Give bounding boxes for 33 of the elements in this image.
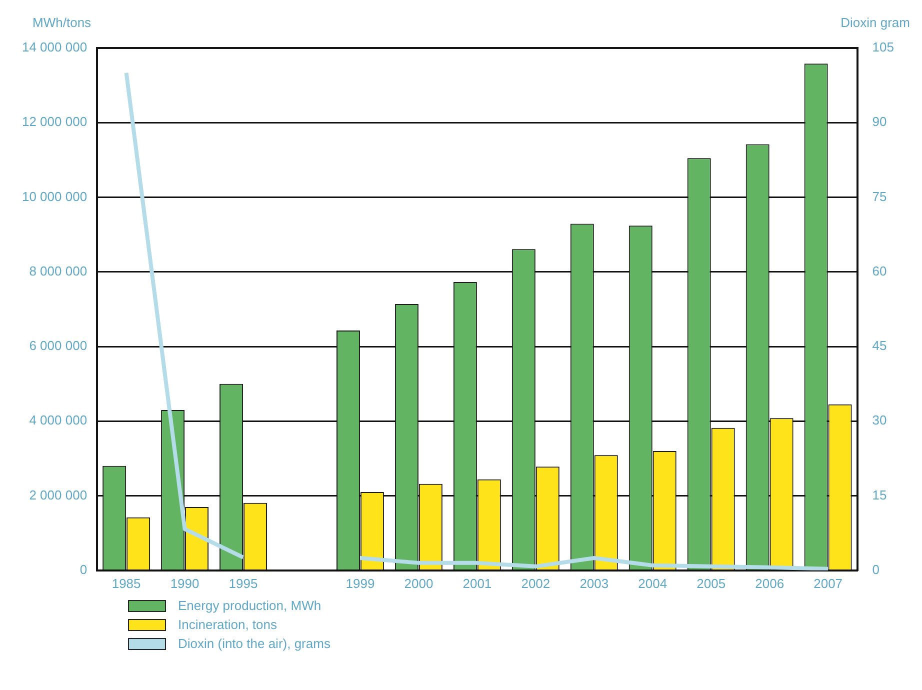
legend-label: Incineration, tons [178,617,278,632]
legend-label: Dioxin (into the air), grams [178,636,330,651]
y2-tick-label: 0 [872,562,880,577]
y-tick-label: 2 000 000 [29,487,88,502]
y-tick-label: 12 000 000 [22,114,88,130]
y-tick-label: 0 [80,562,88,577]
x-tick-label: 2001 [462,576,492,591]
y-tick-label: 10 000 000 [22,188,88,204]
x-tick-label: 2002 [521,576,550,591]
legend-label: Energy production, MWh [178,598,322,613]
y-tick-label: 6 000 000 [29,338,88,354]
x-tick-label: 2000 [404,576,434,591]
y-axis-title: MWh/tons [32,15,92,30]
x-tick-label: 2007 [814,576,843,591]
x-tick-label: 2006 [755,576,784,591]
y2-tick-label: 60 [872,263,887,278]
x-tick-label: 1999 [346,576,375,591]
x-tick-label: 1985 [112,576,141,591]
y2-tick-label: 45 [872,338,887,354]
x-tick-label: 1990 [170,576,200,591]
x-tick-label: 2004 [638,576,668,591]
y2-tick-label: 90 [872,114,887,130]
y-tick-label: 14 000 000 [22,40,88,55]
y2-tick-label: 15 [872,487,887,502]
y-tick-label: 4 000 000 [29,412,88,428]
y2-tick-label: 75 [872,188,887,204]
x-tick-label: 2005 [696,576,726,591]
y2-tick-label: 30 [872,412,887,428]
x-tick-label: 1995 [228,576,258,591]
y2-axis-title: Dioxin gram [840,15,910,30]
y2-tick-label: 105 [872,40,894,55]
y-tick-label: 8 000 000 [29,263,88,278]
x-tick-label: 2003 [580,576,609,591]
